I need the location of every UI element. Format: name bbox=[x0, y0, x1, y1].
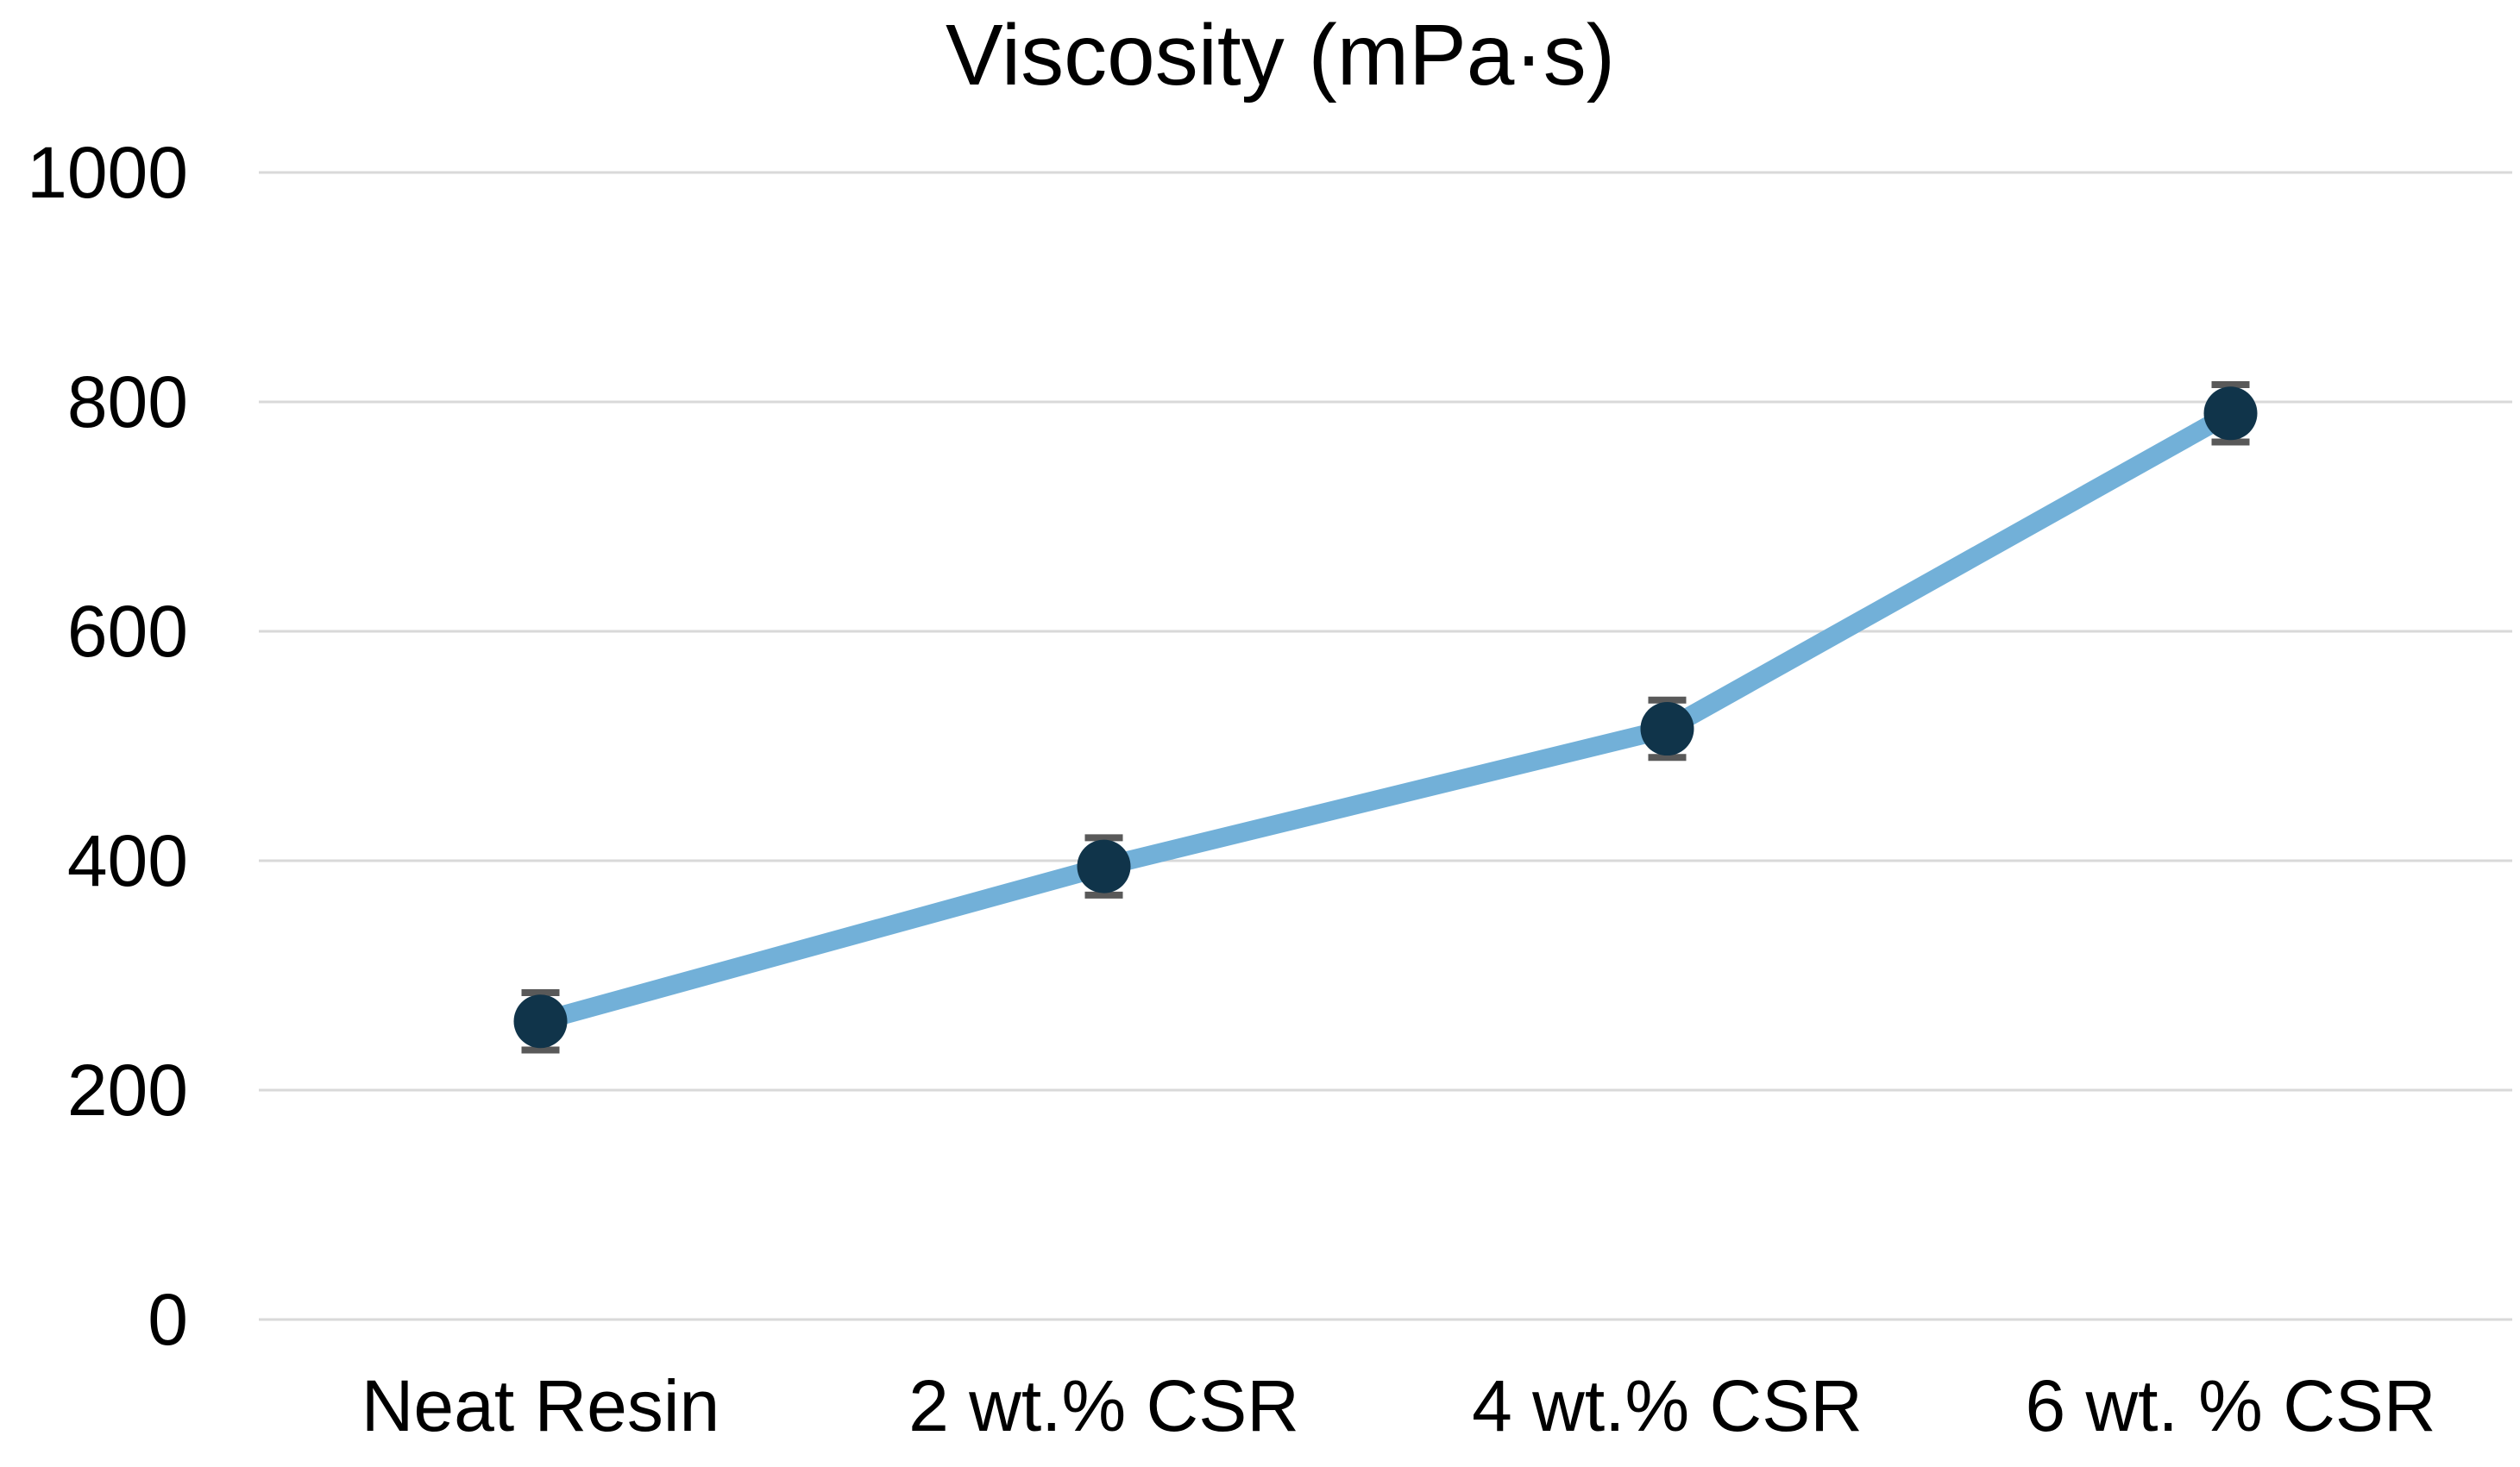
y-tick-label: 600 bbox=[67, 591, 188, 672]
y-axis-tick-labels: 0 200 400 600 800 1000 bbox=[27, 132, 188, 1360]
y-tick-label: 800 bbox=[67, 361, 188, 442]
data-point-marker bbox=[1077, 839, 1131, 893]
y-tick-label: 0 bbox=[148, 1279, 188, 1360]
data-point-markers-group bbox=[513, 386, 2258, 1049]
y-tick-label: 200 bbox=[67, 1050, 188, 1131]
chart-title: Viscosity (mPa·s) bbox=[946, 7, 1615, 103]
y-tick-label: 400 bbox=[67, 820, 188, 901]
series-layer bbox=[537, 404, 2235, 1031]
y-tick-label: 1000 bbox=[27, 132, 188, 213]
data-point-marker bbox=[513, 994, 568, 1049]
x-axis-category-labels: Neat Resin 2 wt.% CSR 4 wt.% CSR 6 wt. % CS… bbox=[361, 1365, 2436, 1446]
x-category-label: Neat Resin bbox=[361, 1365, 720, 1446]
x-category-label: 2 wt.% CSR bbox=[908, 1365, 1299, 1446]
gridlines-group bbox=[259, 171, 2512, 1321]
x-category-label: 4 wt.% CSR bbox=[1472, 1365, 1863, 1446]
series-line bbox=[537, 404, 2235, 1031]
x-category-label: 6 wt. % CSR bbox=[2025, 1365, 2435, 1446]
data-point-marker bbox=[1640, 702, 1694, 756]
data-point-marker bbox=[2203, 386, 2258, 441]
